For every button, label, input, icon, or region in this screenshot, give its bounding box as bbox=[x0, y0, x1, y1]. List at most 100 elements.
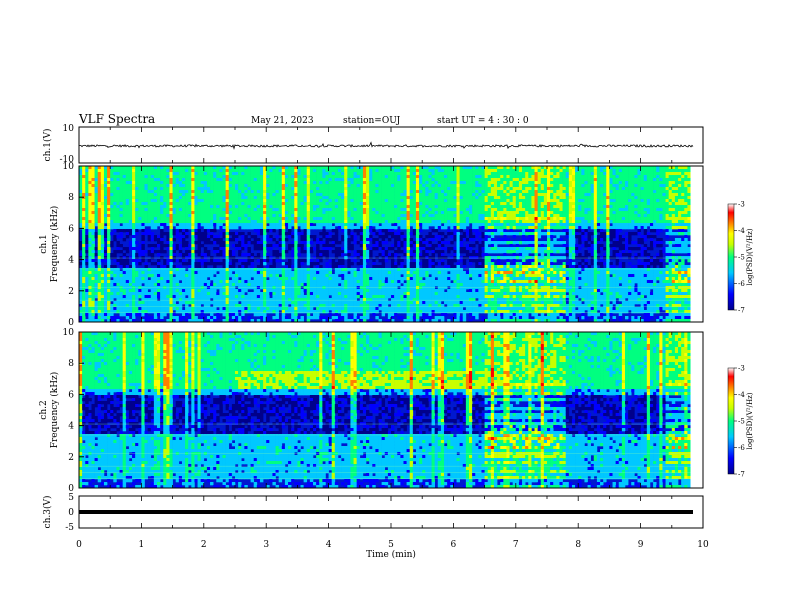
spectrogram-cell bbox=[378, 283, 382, 287]
spectrogram-cell bbox=[247, 238, 251, 242]
spectrogram-cell bbox=[259, 226, 264, 230]
spectrogram-cell bbox=[97, 181, 102, 185]
spectrogram-cell bbox=[222, 217, 226, 221]
spectrogram-cell bbox=[107, 205, 111, 209]
spectrogram-cell bbox=[272, 205, 276, 209]
spectrogram-cell bbox=[110, 208, 114, 212]
spectrogram-cell bbox=[91, 196, 95, 200]
spectrogram-cell bbox=[322, 232, 326, 236]
spectrogram-cell bbox=[235, 319, 239, 323]
spectrogram-cell bbox=[256, 253, 261, 257]
spectrogram-cell bbox=[288, 271, 292, 275]
spectrogram-cell bbox=[169, 310, 173, 314]
spectrogram-cell bbox=[138, 205, 142, 209]
spectrogram-cell bbox=[387, 256, 392, 260]
spectrogram-cell bbox=[157, 304, 161, 308]
spectrogram-cell bbox=[157, 169, 161, 173]
spectrogram-cell bbox=[119, 226, 123, 230]
spectrogram-cell bbox=[110, 307, 114, 311]
spectrogram-cell bbox=[175, 202, 180, 206]
spectrogram-cell bbox=[281, 310, 286, 314]
spectrogram-cell bbox=[284, 196, 289, 200]
spectrogram-cell bbox=[200, 190, 205, 194]
spectrogram-cell bbox=[122, 274, 127, 278]
spectrogram-cell bbox=[228, 202, 233, 206]
spectrogram-cell bbox=[337, 259, 342, 263]
spectrogram-cell bbox=[191, 247, 195, 251]
spectrogram-cell bbox=[235, 223, 239, 227]
spectrogram-cell bbox=[362, 265, 367, 269]
spectrogram-cell bbox=[153, 193, 158, 197]
spectrogram-cell bbox=[284, 220, 289, 224]
spectrogram-cell bbox=[166, 208, 170, 212]
spectrogram-cell bbox=[172, 313, 177, 317]
spectrogram-cell bbox=[110, 271, 114, 275]
spectrogram-cell bbox=[334, 241, 339, 245]
spectrogram-cell bbox=[213, 301, 217, 305]
spectrogram-cell bbox=[247, 262, 251, 266]
spectrogram-cell bbox=[188, 172, 192, 176]
spectrogram-cell bbox=[238, 310, 242, 314]
spectrogram-cell bbox=[281, 169, 286, 173]
spectrogram-cell bbox=[125, 196, 130, 200]
spectrogram-cell bbox=[259, 187, 264, 191]
spectrogram-cell bbox=[88, 280, 92, 284]
spectrogram-cell bbox=[94, 202, 99, 206]
spectrogram-cell bbox=[369, 301, 373, 305]
spectrogram-cell bbox=[306, 298, 311, 302]
spectrogram-cell bbox=[306, 268, 311, 272]
spectrogram-cell bbox=[79, 319, 83, 323]
spectrogram-cell bbox=[362, 268, 367, 272]
spectrogram-cell bbox=[110, 214, 114, 218]
spectrogram-cell bbox=[110, 166, 114, 170]
spectrogram-cell bbox=[107, 313, 111, 317]
spectrogram-cell bbox=[203, 226, 208, 230]
spectrogram-cell bbox=[82, 268, 86, 272]
spectrogram-cell bbox=[175, 310, 180, 314]
spectrogram-cell bbox=[275, 277, 279, 281]
spectrogram-cell bbox=[91, 193, 95, 197]
spectrogram-cell bbox=[384, 304, 389, 308]
spectrogram-cell bbox=[79, 205, 83, 209]
spectrogram-cell bbox=[400, 280, 404, 284]
spectrogram-cell bbox=[141, 229, 145, 233]
spectrogram-cell bbox=[281, 205, 286, 209]
spectrogram-cell bbox=[157, 271, 161, 275]
spectrogram-cell bbox=[266, 178, 270, 182]
spectrogram-cell bbox=[113, 235, 117, 239]
spectrogram-cell bbox=[353, 235, 357, 239]
spectrogram-cell bbox=[91, 295, 95, 299]
spectrogram-cell bbox=[200, 295, 205, 299]
spectrogram-cell bbox=[294, 175, 298, 179]
spectrogram-cell bbox=[178, 295, 183, 299]
spectrogram-cell bbox=[185, 271, 189, 275]
spectrogram-cell bbox=[300, 184, 304, 188]
spectrogram-cell bbox=[210, 172, 214, 176]
spectrogram-cell bbox=[294, 229, 298, 233]
spectrogram-cell bbox=[381, 202, 386, 206]
spectrogram-cell bbox=[166, 235, 170, 239]
spectrogram-cell bbox=[322, 217, 326, 221]
spectrogram-cell bbox=[213, 295, 217, 299]
spectrogram-cell bbox=[375, 208, 379, 212]
spectrogram-cell bbox=[122, 214, 127, 218]
spectrogram-cell bbox=[281, 283, 286, 287]
spectrogram-cell bbox=[263, 307, 267, 311]
spectrogram-cell bbox=[253, 280, 258, 284]
spectrogram-cell bbox=[82, 172, 86, 176]
spectrogram-cell bbox=[359, 178, 364, 182]
spectrogram-cell bbox=[350, 262, 354, 266]
spectrogram-cell bbox=[337, 262, 342, 266]
spectrogram-cell bbox=[213, 265, 217, 269]
spectrogram-cell bbox=[263, 172, 267, 176]
spectrogram-cell bbox=[259, 208, 264, 212]
spectrogram-cell bbox=[322, 250, 326, 254]
spectrogram-cell bbox=[210, 211, 214, 215]
spectrogram-cell bbox=[344, 205, 348, 209]
spectrogram-cell bbox=[359, 199, 364, 203]
spectrogram-cell bbox=[378, 199, 382, 203]
spectrogram-cell bbox=[197, 187, 201, 191]
spectrogram-cell bbox=[294, 238, 298, 242]
spectrogram-cell bbox=[160, 238, 164, 242]
spectrogram-cell bbox=[306, 301, 311, 305]
